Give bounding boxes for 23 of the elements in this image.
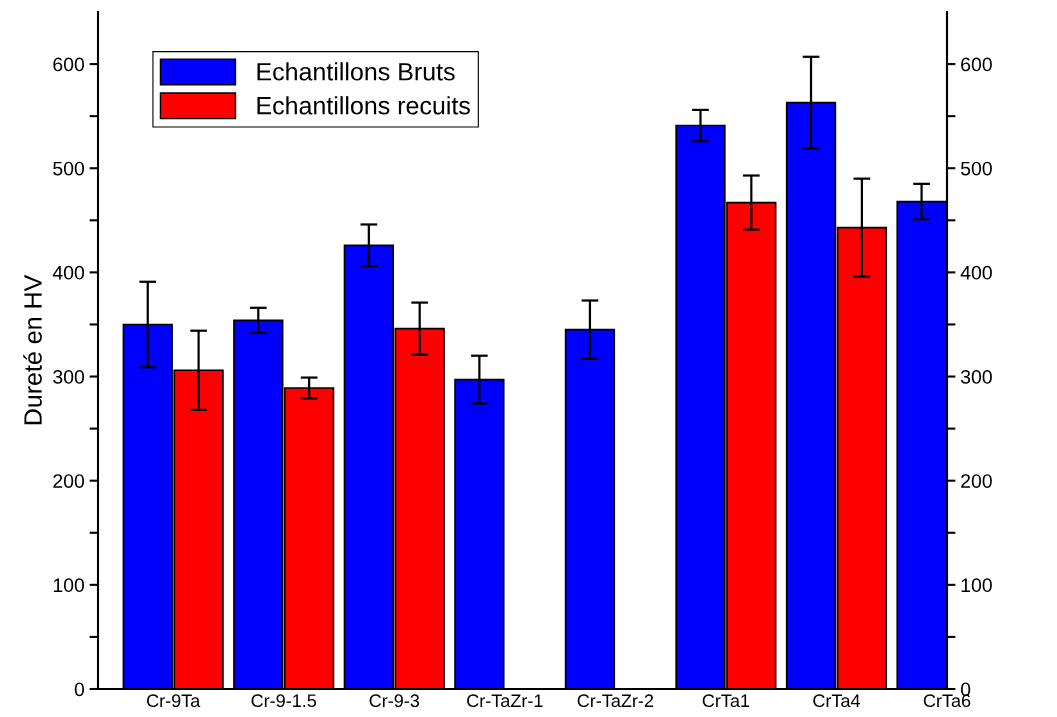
x-tick-label: Cr-9Ta [147,694,201,708]
y-tick-label: 400 [52,265,85,280]
x-tick-label: CrTa4 [813,694,860,708]
legend-label: Echantillons Bruts [257,62,455,81]
y2-tick-label: 100 [961,578,992,593]
y2-tick-label: 200 [961,474,992,488]
x-tick-label: Cr-9-1.5 [251,694,317,708]
x-tick-label: Cr-TaZr-1 [467,694,543,708]
y2-tick-label: 500 [960,161,992,176]
y-tick-label: 500 [53,161,85,176]
y2-tick-label: 300 [960,370,992,384]
x-tick-label: Cr-TaZr-2 [577,694,654,708]
x-tick-label: CrTa1 [702,694,750,708]
y-tick-label: 300 [53,370,85,384]
y2-tick-label: 600 [961,57,992,72]
y-tick-label: 600 [53,57,85,72]
y-tick-label: 100 [53,578,85,593]
y-tick-label: 200 [53,474,85,488]
y2-tick-label: 400 [960,265,992,280]
y-tick-label: 0 [74,682,85,697]
legend-label: Echantillons recuits [257,96,470,115]
y-axis-title: Dureté en HV [23,274,42,425]
x-tick-label: Cr-9-3 [369,694,420,708]
